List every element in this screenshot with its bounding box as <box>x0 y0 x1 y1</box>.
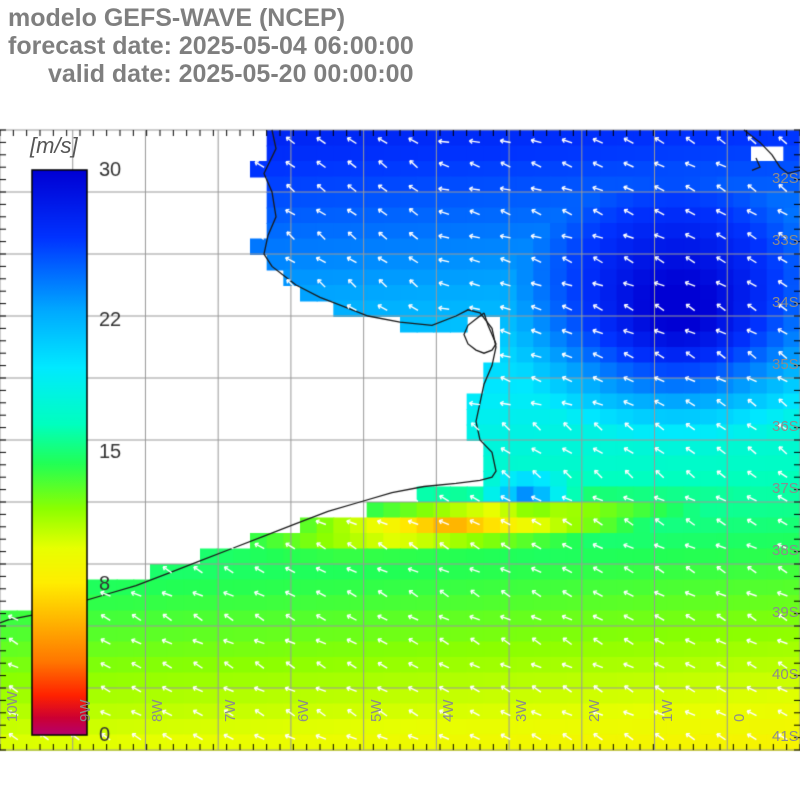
wind-speed-map-canvas <box>0 0 800 800</box>
wave-forecast-map: modelo GEFS-WAVE (NCEP) forecast date: 2… <box>0 0 800 800</box>
